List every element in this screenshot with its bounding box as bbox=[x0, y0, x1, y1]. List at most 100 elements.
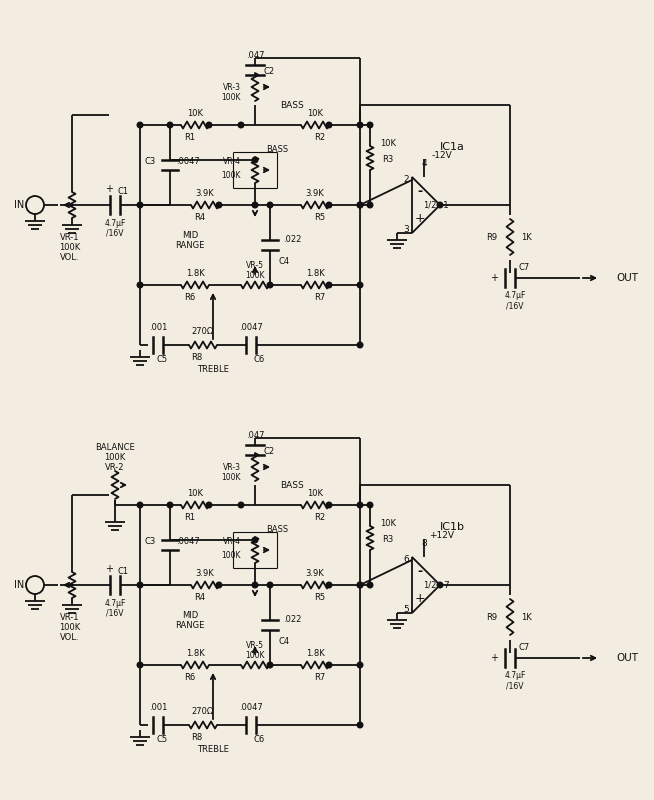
Text: 3.9K: 3.9K bbox=[305, 189, 324, 198]
Text: 100K: 100K bbox=[60, 622, 80, 631]
Text: 10K: 10K bbox=[307, 489, 323, 498]
Text: +: + bbox=[490, 273, 498, 283]
Text: BALANCE: BALANCE bbox=[95, 443, 135, 453]
Text: +: + bbox=[415, 213, 425, 226]
Text: C5: C5 bbox=[156, 354, 167, 363]
Text: R6: R6 bbox=[184, 673, 196, 682]
Text: TREBLE: TREBLE bbox=[197, 365, 229, 374]
Text: .001: .001 bbox=[149, 702, 167, 711]
Text: VR-4: VR-4 bbox=[223, 538, 241, 546]
Text: .047: .047 bbox=[246, 51, 264, 61]
Circle shape bbox=[216, 202, 222, 208]
Text: R2: R2 bbox=[315, 133, 326, 142]
Text: -12V: -12V bbox=[432, 150, 453, 159]
Text: 3: 3 bbox=[403, 226, 409, 234]
Circle shape bbox=[326, 582, 332, 588]
Text: 4.7μF: 4.7μF bbox=[104, 598, 126, 607]
Text: BASS: BASS bbox=[280, 101, 303, 110]
Text: VOL.: VOL. bbox=[60, 253, 80, 262]
Text: 1.8K: 1.8K bbox=[186, 649, 204, 658]
Circle shape bbox=[252, 582, 258, 588]
Text: 3.9K: 3.9K bbox=[196, 189, 215, 198]
Text: OUT: OUT bbox=[616, 653, 638, 663]
Circle shape bbox=[357, 202, 363, 208]
Text: R4: R4 bbox=[194, 593, 205, 602]
Text: 4.7μF: 4.7μF bbox=[104, 218, 126, 227]
Text: 4.7μF: 4.7μF bbox=[504, 291, 526, 301]
Text: R1: R1 bbox=[184, 133, 196, 142]
Circle shape bbox=[252, 202, 258, 208]
Text: 10K: 10K bbox=[380, 519, 396, 529]
Circle shape bbox=[367, 122, 373, 128]
Circle shape bbox=[137, 282, 143, 288]
Text: C5: C5 bbox=[156, 734, 167, 743]
Text: 270Ω: 270Ω bbox=[192, 706, 214, 715]
Text: 1: 1 bbox=[443, 201, 449, 210]
Text: /16V: /16V bbox=[106, 229, 124, 238]
Text: VR-5: VR-5 bbox=[246, 641, 264, 650]
Text: BASS: BASS bbox=[266, 146, 288, 154]
Text: 10K: 10K bbox=[187, 109, 203, 118]
Text: R5: R5 bbox=[315, 593, 326, 602]
Text: 100K: 100K bbox=[222, 93, 241, 102]
Circle shape bbox=[357, 122, 363, 128]
Text: /16V: /16V bbox=[106, 609, 124, 618]
Text: +: + bbox=[415, 593, 425, 606]
Text: /16V: /16V bbox=[506, 302, 524, 310]
Circle shape bbox=[326, 122, 332, 128]
Circle shape bbox=[252, 538, 258, 542]
Text: .0047: .0047 bbox=[239, 322, 263, 331]
Text: VR-3: VR-3 bbox=[223, 82, 241, 91]
Circle shape bbox=[137, 582, 143, 588]
Text: -: - bbox=[417, 185, 422, 198]
Text: 10K: 10K bbox=[380, 139, 396, 149]
Circle shape bbox=[367, 202, 373, 208]
Circle shape bbox=[357, 662, 363, 668]
Text: MID: MID bbox=[182, 230, 198, 239]
Circle shape bbox=[238, 502, 244, 508]
Circle shape bbox=[357, 582, 363, 588]
Text: R4: R4 bbox=[194, 213, 205, 222]
Text: 6: 6 bbox=[403, 555, 409, 565]
Text: C2: C2 bbox=[264, 447, 275, 457]
Text: VR-3: VR-3 bbox=[223, 462, 241, 471]
Text: 100K: 100K bbox=[222, 473, 241, 482]
Circle shape bbox=[137, 662, 143, 668]
Text: R9: R9 bbox=[487, 233, 498, 242]
Text: 100K: 100K bbox=[245, 270, 265, 279]
Text: R8: R8 bbox=[192, 734, 203, 742]
Text: 1/2: 1/2 bbox=[423, 201, 437, 210]
Text: .0047: .0047 bbox=[176, 157, 200, 166]
Circle shape bbox=[167, 122, 173, 128]
Circle shape bbox=[238, 122, 244, 128]
Text: 100K: 100K bbox=[222, 170, 241, 179]
Circle shape bbox=[216, 582, 222, 588]
Text: .001: .001 bbox=[149, 322, 167, 331]
Text: 10K: 10K bbox=[307, 109, 323, 118]
Circle shape bbox=[267, 202, 273, 208]
Text: VR-2: VR-2 bbox=[105, 463, 125, 473]
Text: 270Ω: 270Ω bbox=[192, 326, 214, 335]
Text: R3: R3 bbox=[383, 535, 394, 545]
Text: /16V: /16V bbox=[506, 682, 524, 690]
Text: R5: R5 bbox=[315, 213, 326, 222]
Circle shape bbox=[206, 502, 212, 508]
Text: .047: .047 bbox=[246, 431, 264, 441]
Circle shape bbox=[438, 202, 443, 208]
Circle shape bbox=[326, 502, 332, 508]
Text: .0047: .0047 bbox=[239, 702, 263, 711]
Text: C1: C1 bbox=[118, 567, 129, 577]
Circle shape bbox=[357, 722, 363, 728]
Circle shape bbox=[357, 342, 363, 348]
Text: C2: C2 bbox=[264, 67, 275, 77]
Text: 100K: 100K bbox=[245, 650, 265, 659]
Text: 1.8K: 1.8K bbox=[305, 649, 324, 658]
Text: 1/2: 1/2 bbox=[423, 581, 437, 590]
Circle shape bbox=[267, 282, 273, 288]
Text: R6: R6 bbox=[184, 293, 196, 302]
Circle shape bbox=[357, 202, 363, 208]
Text: VR-1: VR-1 bbox=[60, 613, 80, 622]
Text: R1: R1 bbox=[184, 513, 196, 522]
Circle shape bbox=[357, 282, 363, 288]
Text: .022: .022 bbox=[283, 234, 301, 243]
